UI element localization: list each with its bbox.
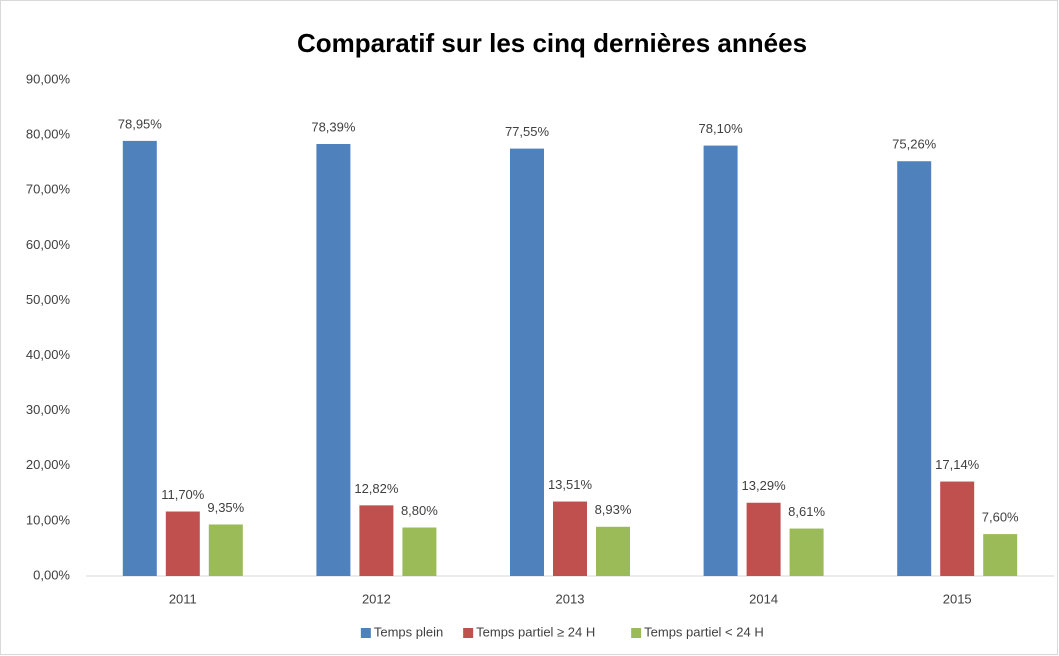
y-tick-label: 10,00% — [26, 512, 71, 527]
y-tick-label: 80,00% — [26, 127, 71, 142]
y-tick-label: 30,00% — [26, 402, 71, 417]
x-tick-label: 2012 — [362, 591, 391, 606]
legend-label: Temps plein — [374, 624, 443, 639]
y-tick-label: 40,00% — [26, 347, 71, 362]
data-label: 8,93% — [595, 502, 632, 517]
data-label: 11,70% — [161, 487, 205, 502]
bar — [316, 143, 351, 576]
data-label: 75,26% — [892, 137, 937, 152]
bar — [789, 528, 824, 576]
data-label: 78,10% — [699, 121, 744, 136]
data-label: 9,35% — [207, 500, 244, 515]
legend-label: Temps partiel ≥ 24 H — [476, 624, 595, 639]
bar — [122, 140, 157, 577]
legend-swatch — [631, 628, 642, 638]
bar — [940, 481, 975, 576]
legend-swatch — [360, 628, 371, 638]
data-label: 13,29% — [742, 478, 787, 493]
y-tick-label: 0,00% — [33, 567, 70, 582]
bar — [703, 145, 738, 577]
bar — [510, 148, 544, 576]
bar — [165, 511, 200, 576]
y-tick-label: 70,00% — [26, 182, 71, 197]
data-label: 8,80% — [401, 503, 438, 518]
chart-title: Comparatif sur les cinq dernières années — [297, 28, 807, 58]
data-label: 12,82% — [354, 481, 399, 496]
data-label: 78,39% — [311, 119, 356, 134]
bar — [983, 534, 1018, 576]
legend-swatch — [463, 628, 474, 638]
bar — [359, 505, 394, 576]
y-tick-label: 50,00% — [26, 292, 71, 307]
x-tick-label: 2015 — [943, 591, 972, 606]
x-tick-label: 2013 — [556, 591, 585, 606]
bar — [553, 501, 587, 576]
bar — [596, 526, 630, 576]
data-label: 17,14% — [935, 457, 980, 472]
data-label: 8,61% — [788, 504, 825, 519]
y-tick-label: 20,00% — [26, 457, 71, 472]
bar — [897, 161, 932, 577]
bar — [746, 502, 781, 576]
data-label: 13,51% — [548, 477, 593, 492]
data-label: 7,60% — [982, 510, 1019, 525]
y-tick-label: 90,00% — [26, 71, 71, 86]
bar — [208, 524, 243, 576]
x-tick-label: 2014 — [749, 591, 778, 606]
y-tick-label: 60,00% — [26, 237, 71, 252]
data-label: 77,55% — [505, 124, 550, 139]
legend-label: Temps partiel < 24 H — [644, 624, 764, 639]
bar — [402, 527, 437, 576]
x-tick-label: 2011 — [169, 591, 197, 606]
data-label: 78,95% — [118, 116, 163, 131]
